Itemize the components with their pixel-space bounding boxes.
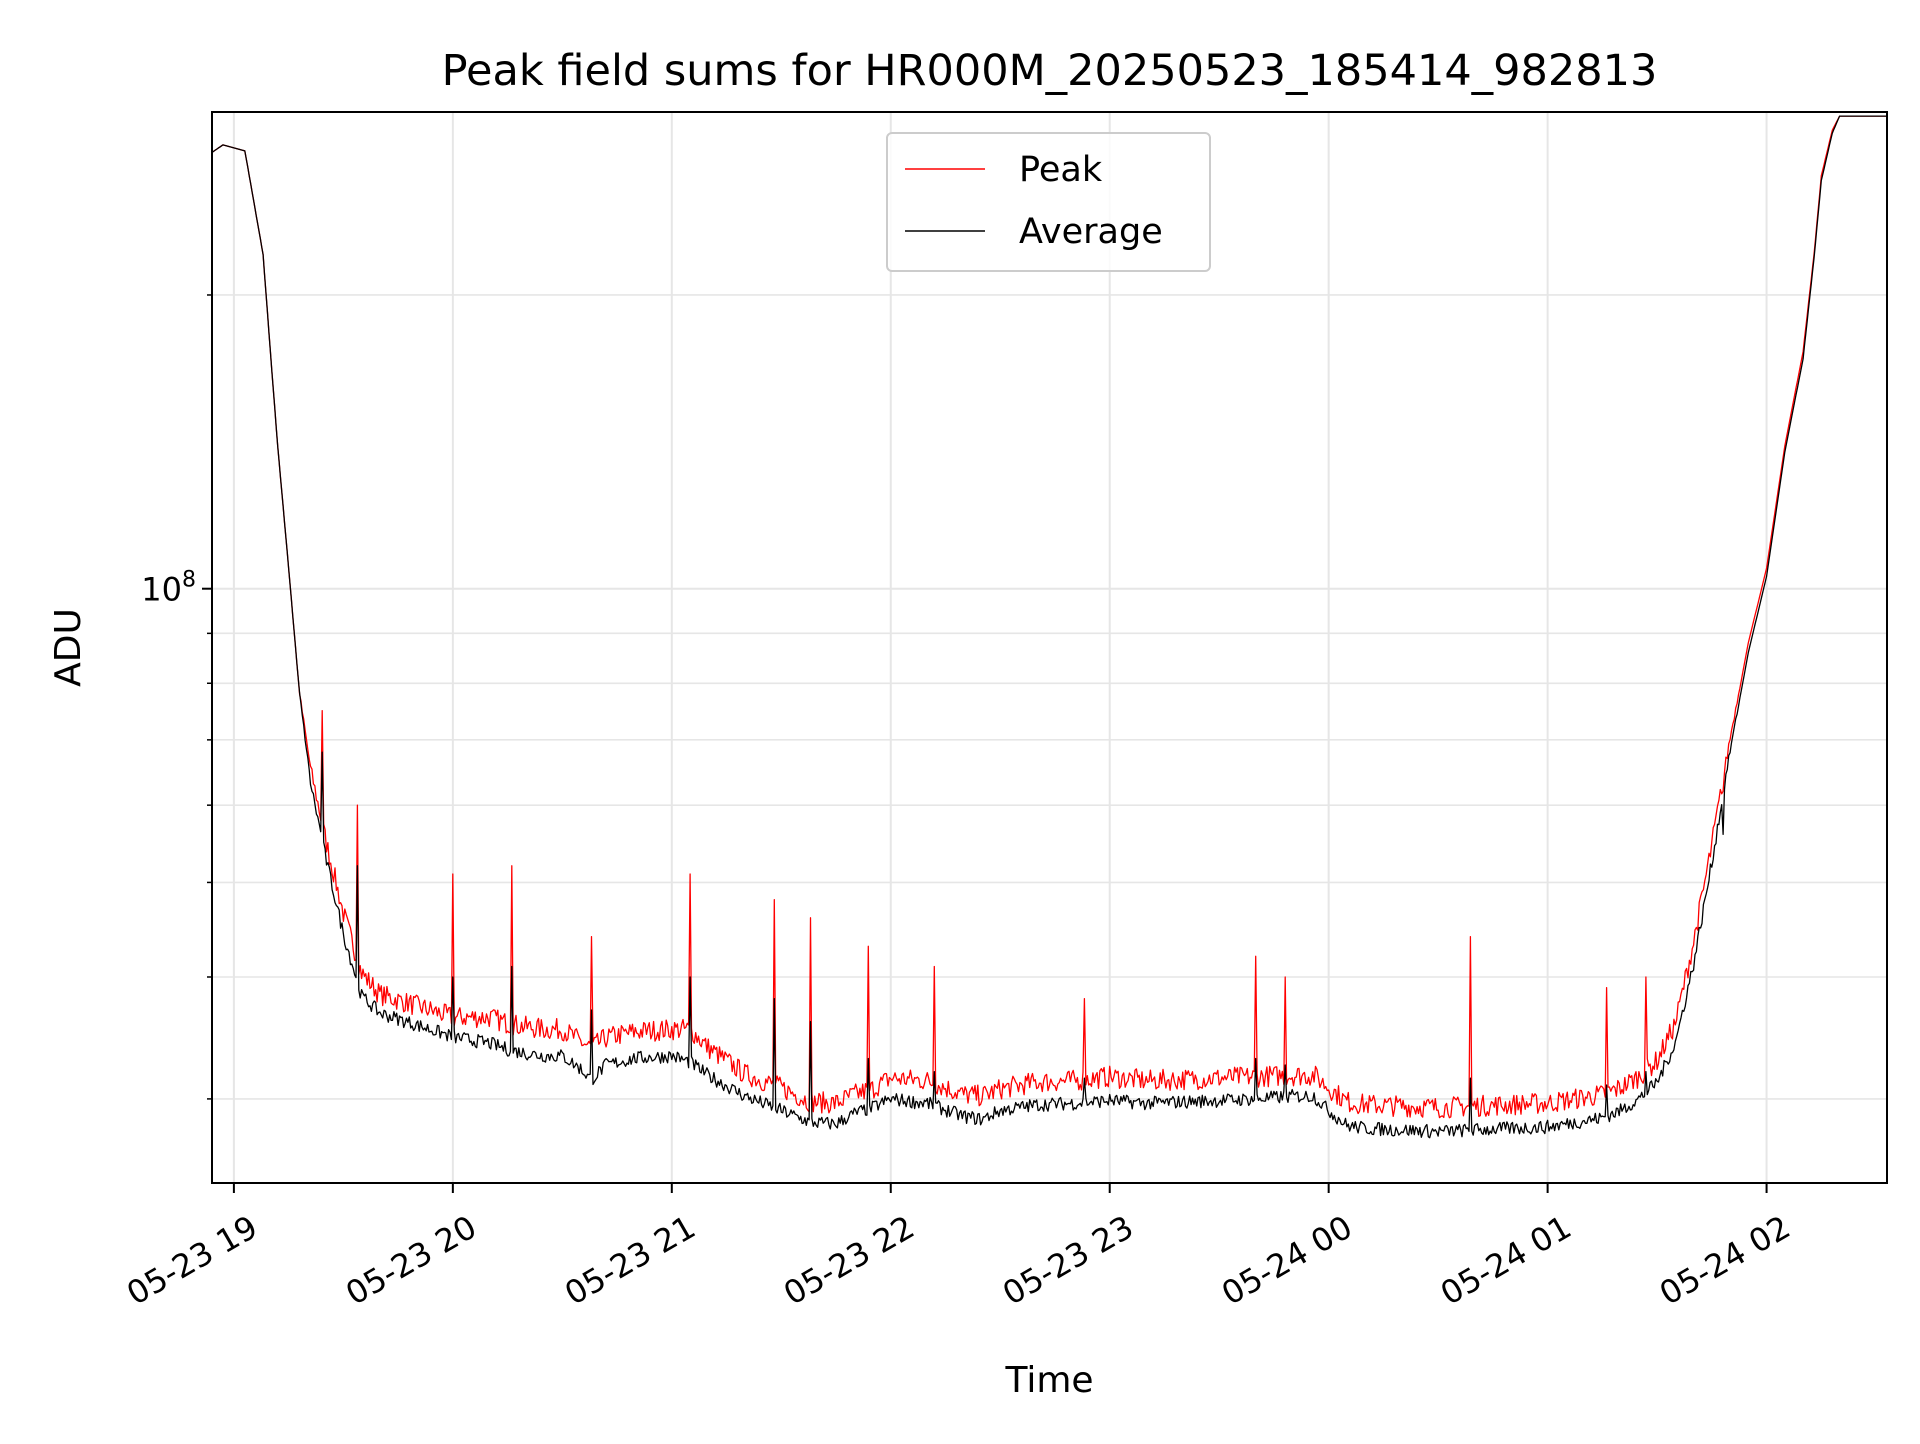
series-layer xyxy=(212,115,1887,1139)
series-line-peak xyxy=(212,115,1887,1119)
legend-label-peak: Peak xyxy=(1019,150,1103,190)
legend-label-average: Average xyxy=(1019,212,1163,252)
grid-layer xyxy=(212,112,1887,1183)
legend-box xyxy=(886,132,1211,272)
y-axis-label: ADU xyxy=(48,608,89,687)
plot-frame xyxy=(211,111,1888,1184)
y-tick-label-exponent: 8 xyxy=(182,568,196,593)
x-axis-label: Time xyxy=(1004,1360,1093,1401)
chart-title: Peak field sums for HR000M_20250523_1854… xyxy=(442,46,1658,96)
legend: Peak Average xyxy=(886,132,1211,272)
y-tick-label-base: 10 xyxy=(141,571,182,609)
y-tick-label: 108 xyxy=(141,568,196,609)
series-line-average xyxy=(212,115,1887,1139)
